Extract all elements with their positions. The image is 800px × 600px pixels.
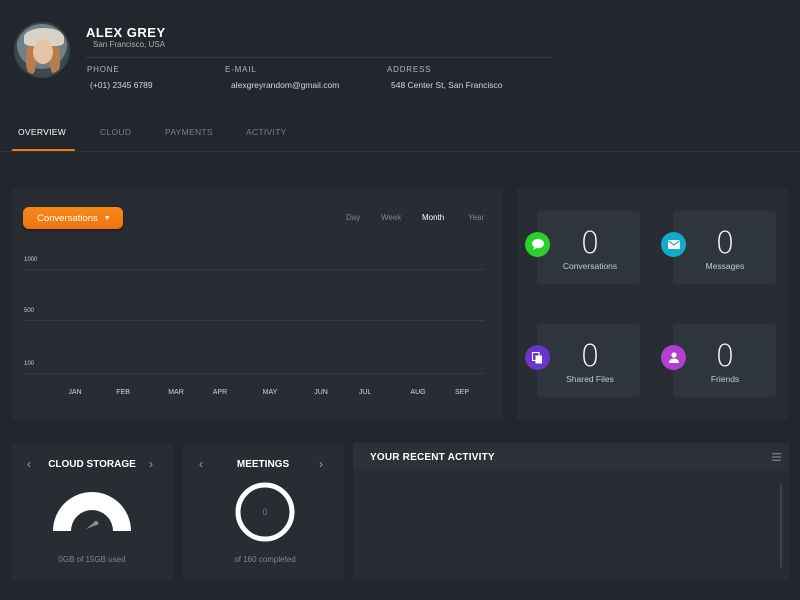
period-year[interactable]: Year bbox=[468, 213, 485, 222]
stat-label: Friends bbox=[710, 374, 740, 384]
active-tab-indicator bbox=[12, 149, 75, 152]
stat-card-messages[interactable] bbox=[673, 211, 776, 284]
stat-label: Shared Files bbox=[566, 374, 614, 384]
phone-label: PHONE bbox=[87, 65, 120, 74]
period-week[interactable]: Week bbox=[381, 213, 402, 222]
stat-value: 0 bbox=[580, 226, 600, 261]
tabs-divider bbox=[0, 151, 800, 152]
chevron-right-icon[interactable]: › bbox=[319, 457, 323, 471]
meetings-value: 0 bbox=[262, 507, 268, 517]
files-icon bbox=[525, 345, 550, 370]
menu-icon[interactable] bbox=[772, 453, 781, 461]
meetings-card bbox=[183, 443, 344, 581]
gridline bbox=[24, 373, 484, 374]
conversations-dropdown[interactable]: Conversations ▼ bbox=[23, 207, 123, 229]
activity-title: YOUR RECENT ACTIVITY bbox=[370, 452, 495, 463]
x-tick-label: SEP bbox=[454, 389, 470, 396]
dropdown-label: Conversations bbox=[37, 212, 98, 224]
stat-value: 0 bbox=[715, 339, 735, 374]
address-label: ADDRESS bbox=[387, 65, 432, 74]
tab-payments[interactable]: PAYMENTS bbox=[165, 127, 213, 137]
x-tick-label: APR bbox=[212, 389, 228, 396]
period-day[interactable]: Day bbox=[346, 213, 361, 222]
stat-label: Conversations bbox=[562, 261, 618, 271]
cloud-storage-title: CLOUD STORAGE bbox=[48, 459, 136, 470]
tab-overview[interactable]: OVERVIEW bbox=[18, 127, 67, 137]
meetings-title: MEETINGS bbox=[236, 459, 290, 470]
stat-card-conversations[interactable] bbox=[537, 211, 640, 284]
meetings-progress-ring bbox=[235, 482, 295, 542]
x-tick-label: MAY bbox=[262, 389, 278, 396]
activity-header bbox=[353, 443, 789, 470]
tab-cloud[interactable]: CLOUD bbox=[100, 127, 132, 137]
cloud-storage-caption: 0GB of 15GB used bbox=[58, 555, 126, 564]
stat-card-shared-files[interactable] bbox=[537, 324, 640, 397]
phone-value: (+01) 2345 6789 bbox=[90, 80, 153, 90]
x-tick-label: AUG bbox=[410, 389, 426, 396]
email-label: E-MAIL bbox=[225, 65, 257, 74]
address-value: 548 Center St, San Francisco bbox=[391, 80, 503, 90]
chat-bubble-icon bbox=[525, 232, 550, 257]
stat-card-friends[interactable] bbox=[673, 324, 776, 397]
email-value: alexgreyrandom@gmail.com bbox=[231, 80, 340, 90]
cloud-storage-card bbox=[12, 443, 173, 581]
tab-activity[interactable]: ACTIVITY bbox=[246, 127, 287, 137]
avatar bbox=[14, 22, 70, 78]
stat-value: 0 bbox=[580, 339, 600, 374]
meetings-caption: of 160 completed bbox=[234, 555, 296, 564]
x-tick-label: JAN bbox=[68, 389, 82, 396]
gridline bbox=[24, 269, 484, 270]
chevron-right-icon[interactable]: › bbox=[149, 457, 153, 471]
user-icon bbox=[661, 345, 686, 370]
stat-label: Messages bbox=[705, 261, 745, 271]
divider bbox=[86, 57, 552, 58]
chevron-down-icon: ▼ bbox=[103, 214, 111, 222]
x-tick-label: MAR bbox=[168, 389, 184, 396]
period-month[interactable]: Month bbox=[422, 213, 445, 222]
y-tick-label: 1000 bbox=[24, 257, 38, 263]
activity-list[interactable] bbox=[353, 470, 789, 581]
profile-name: ALEX GREY bbox=[86, 25, 166, 40]
y-tick-label: 100 bbox=[24, 361, 35, 367]
x-tick-label: FEB bbox=[116, 389, 130, 396]
gridline bbox=[24, 320, 484, 321]
profile-location: San Francisco, USA bbox=[93, 40, 166, 49]
x-tick-label: JUL bbox=[358, 389, 372, 396]
storage-gauge bbox=[53, 492, 131, 531]
x-tick-label: JUN bbox=[314, 389, 328, 396]
stat-value: 0 bbox=[715, 226, 735, 261]
activity-scrollbar[interactable] bbox=[780, 484, 782, 568]
y-tick-label: 500 bbox=[24, 308, 35, 314]
chevron-left-icon[interactable]: ‹ bbox=[199, 457, 203, 471]
envelope-icon bbox=[661, 232, 686, 257]
chevron-left-icon[interactable]: ‹ bbox=[27, 457, 31, 471]
